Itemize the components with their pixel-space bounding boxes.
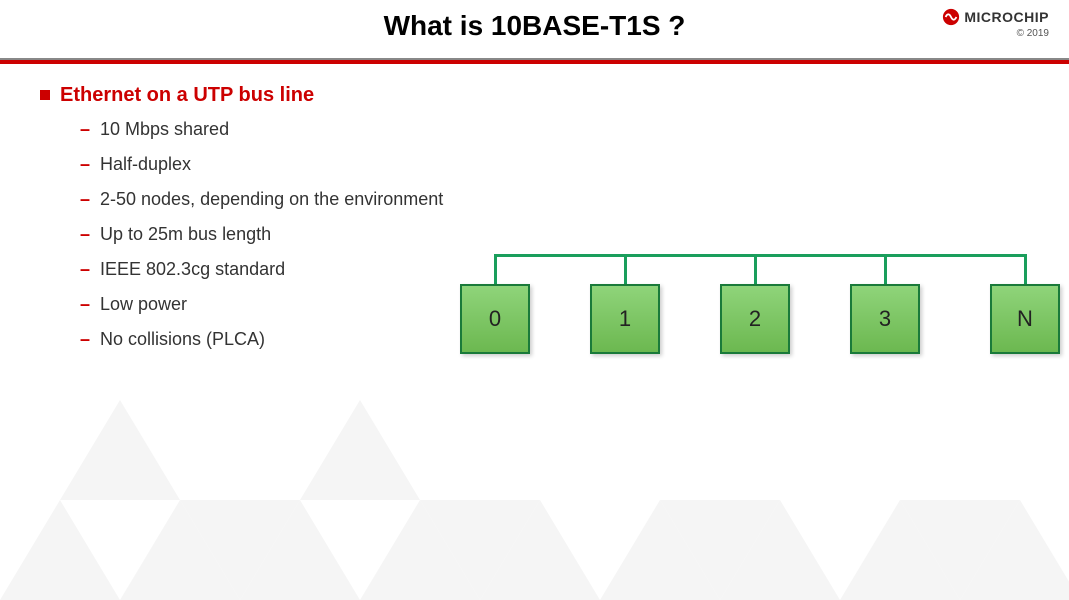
bus-node: N — [990, 284, 1060, 354]
main-bullet-text: Ethernet on a UTP bus line — [60, 84, 314, 107]
bus-stub-line — [1024, 254, 1027, 286]
slide-content: Ethernet on a UTP bus line 10 Mbps share… — [0, 64, 1069, 384]
bus-node: 0 — [460, 284, 530, 354]
sub-bullet: 2-50 nodes, depending on the environment — [80, 189, 460, 210]
bullet-square-icon — [40, 90, 50, 100]
bus-node: 3 — [850, 284, 920, 354]
bus-node: 1 — [590, 284, 660, 354]
microchip-logo: MICROCHIP — [942, 8, 1049, 26]
bus-stub-line — [884, 254, 887, 286]
diagram-column: 0123N — [460, 84, 1029, 364]
sub-bullet: Half-duplex — [80, 154, 460, 175]
sub-bullet: 10 Mbps shared — [80, 119, 460, 140]
logo-text: MICROCHIP — [964, 9, 1049, 25]
slide-title: What is 10BASE-T1S ? — [20, 10, 1049, 42]
sub-bullet: Low power — [80, 294, 460, 315]
copyright-text: © 2019 — [942, 28, 1049, 39]
bus-topology-diagram: 0123N — [460, 254, 1060, 374]
sub-bullet-list: 10 Mbps shared Half-duplex 2-50 nodes, d… — [40, 119, 460, 350]
sub-bullet: Up to 25m bus length — [80, 224, 460, 245]
microchip-swirl-icon — [942, 8, 960, 26]
text-column: Ethernet on a UTP bus line 10 Mbps share… — [40, 84, 460, 364]
header-divider — [0, 60, 1069, 64]
bus-horizontal-line — [495, 254, 1025, 257]
logo-area: MICROCHIP © 2019 — [942, 8, 1049, 39]
bus-stub-line — [624, 254, 627, 286]
sub-bullet: IEEE 802.3cg standard — [80, 259, 460, 280]
background-triangles — [0, 380, 1069, 600]
bus-stub-line — [754, 254, 757, 286]
bus-stub-line — [494, 254, 497, 286]
slide-header: What is 10BASE-T1S ? MICROCHIP © 2019 — [0, 0, 1069, 42]
bus-node: 2 — [720, 284, 790, 354]
main-bullet: Ethernet on a UTP bus line — [40, 84, 460, 107]
sub-bullet: No collisions (PLCA) — [80, 329, 460, 350]
